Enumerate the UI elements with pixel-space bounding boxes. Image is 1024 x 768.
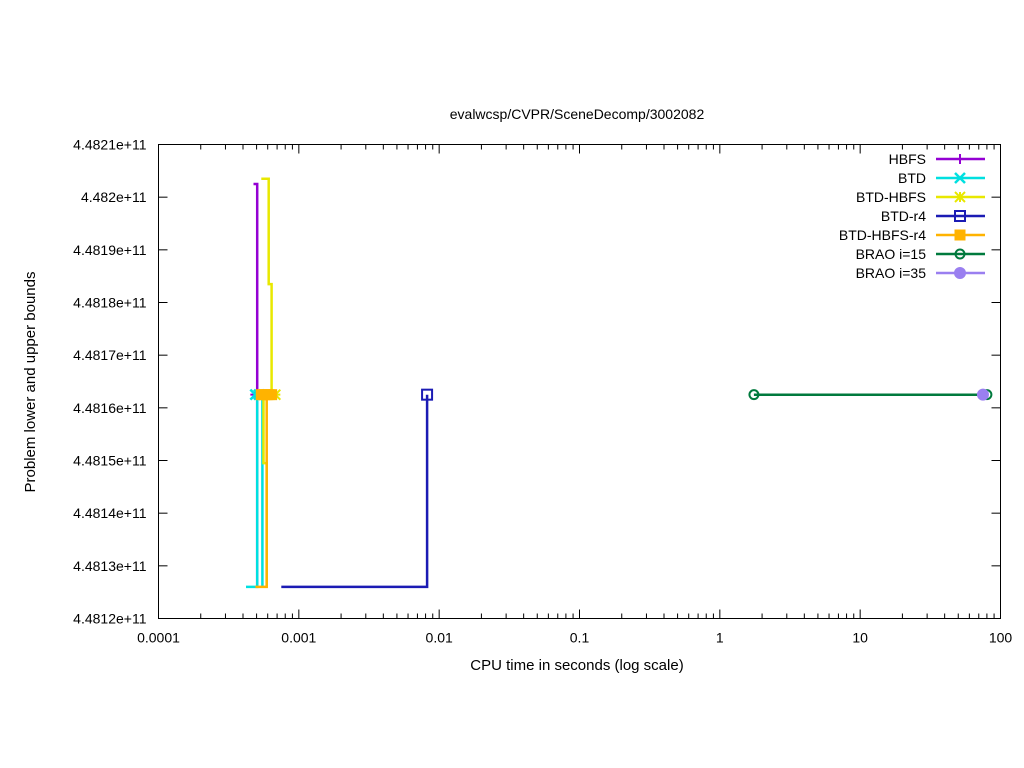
legend-marker <box>954 210 966 222</box>
legend-entry-btd-hbfs-r4: BTD-HBFS-r4 <box>839 227 985 243</box>
y-axis-label: Problem lower and upper bounds <box>22 272 39 493</box>
y-tick-label: 4.4812e+11 <box>73 611 147 627</box>
y-tick-label: 4.4815e+11 <box>73 453 147 469</box>
legend-entry-btd-hbfs: BTD-HBFS <box>856 189 985 205</box>
y-tick-label: 4.4814e+11 <box>73 505 147 521</box>
x-tick-label: 0.0001 <box>137 630 180 646</box>
legend-marker <box>954 267 966 279</box>
legend-marker <box>954 191 966 203</box>
legend-label: BTD-HBFS-r4 <box>839 227 926 243</box>
series-line-btd-hbfs <box>261 177 273 395</box>
series-btd-hbfs-r4 <box>255 389 278 589</box>
series-group <box>246 177 993 589</box>
chart-title: evalwcsp/CVPR/SceneDecomp/3002082 <box>450 106 705 122</box>
series-line-btd-hbfs-r4 <box>255 394 268 589</box>
data-point-btd-hbfs-r4 <box>266 389 278 401</box>
y-tick-label: 4.4817e+11 <box>73 347 147 363</box>
y-tick-label: 4.4818e+11 <box>73 295 147 311</box>
legend-entry-brao-i-35: BRAO i=35 <box>856 265 985 281</box>
y-tick-label: 4.4819e+11 <box>73 242 147 258</box>
axis-ticks: 0.0001 0.001 0.01 0.1 1 10 100 4.4812e+11 4.4813… <box>73 137 1012 646</box>
x-tick-label: 0.01 <box>426 630 453 646</box>
series-btd-r4 <box>281 388 434 589</box>
legend-entry-btd: BTD <box>898 170 985 186</box>
legend-label: HBFS <box>889 151 926 167</box>
legend: HBFS BTD BTD-HBFS BTD-r4 BTD-HBFS-r4 BRAO i=1… <box>839 151 985 281</box>
y-tick-label: 4.4813e+11 <box>73 558 147 574</box>
legend-marker <box>954 172 966 184</box>
legend-marker <box>955 154 965 164</box>
legend-entry-brao-i-15: BRAO i=15 <box>856 246 985 262</box>
series-line-btd-r4 <box>281 394 429 589</box>
data-point-brao-i-15 <box>748 389 760 401</box>
legend-marker <box>954 248 966 260</box>
y-tick-label: 4.4816e+11 <box>73 400 147 416</box>
y-tick-label: 4.4821e+11 <box>73 137 147 153</box>
x-tick-label: 0.001 <box>281 630 316 646</box>
legend-entry-btd-r4: BTD-r4 <box>881 208 985 224</box>
data-point-btd-r4 <box>421 388 434 401</box>
x-tick-label: 0.1 <box>570 630 590 646</box>
plot-frame <box>158 144 1001 619</box>
series-brao-i-35 <box>976 388 989 401</box>
x-tick-label: 10 <box>852 630 868 646</box>
legend-marker <box>954 229 966 241</box>
legend-label: BTD-r4 <box>881 208 926 224</box>
x-tick-label: 1 <box>716 630 724 646</box>
legend-label: BRAO i=15 <box>856 246 927 262</box>
legend-label: BRAO i=35 <box>856 265 927 281</box>
y-tick-label: 4.482e+11 <box>81 189 147 205</box>
data-point-brao-i-35 <box>976 388 989 401</box>
x-axis-label: CPU time in seconds (log scale) <box>470 657 683 674</box>
legend-entry-hbfs: HBFS <box>889 151 985 167</box>
x-tick-label: 100 <box>989 630 1013 646</box>
legend-label: BTD-HBFS <box>856 189 926 205</box>
legend-label: BTD <box>898 170 926 186</box>
